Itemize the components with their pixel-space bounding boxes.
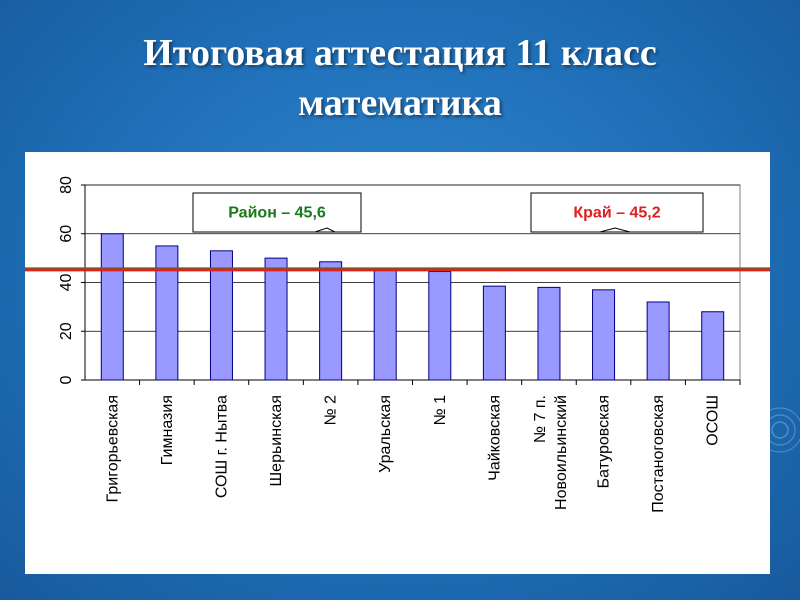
bar <box>319 261 343 381</box>
x-tick-label: Гимназия <box>159 395 176 465</box>
district-callout-box <box>192 192 362 233</box>
x-tick-label: № 2 <box>323 395 340 426</box>
region-callout-box <box>530 192 704 233</box>
chart-panel: 0 20 40 60 80 Григорьевская Гимназия СОШ г. Ныт… <box>25 152 770 574</box>
slide-title-line1: Итоговая аттестация 11 класс <box>143 32 657 74</box>
x-tick-label: № 1 <box>432 395 449 426</box>
x-tick-label: Чайковская <box>486 395 503 481</box>
x-tick-label: Уральская <box>377 395 394 473</box>
region-callout-label: Край – 45,2 <box>573 205 660 222</box>
district-callout-pointer <box>314 227 336 233</box>
y-tick-label: 40 <box>58 274 75 292</box>
x-tick-label: Григорьевская <box>104 395 121 502</box>
x-tick-label: Батуровская <box>596 395 613 488</box>
bar <box>264 257 288 381</box>
slide-title: Итоговая аттестация 11 класс математика <box>0 28 800 128</box>
y-tick-label: 0 <box>58 375 75 384</box>
x-tick-label: № 7 п. Новоильинский <box>532 395 570 510</box>
bar <box>155 245 179 381</box>
district-callout-label: Район – 45,6 <box>228 205 326 222</box>
bar <box>482 285 506 381</box>
bar <box>428 271 452 381</box>
bar <box>209 250 233 381</box>
y-tick-label: 80 <box>58 176 75 194</box>
x-tick-label: Шерьинская <box>268 395 285 486</box>
x-tick-label: ОСОШ <box>705 395 722 446</box>
bar <box>592 289 616 381</box>
decorative-swirl-icon <box>757 407 800 453</box>
bar <box>100 233 124 381</box>
y-tick-label: 60 <box>58 225 75 243</box>
slide-title-line2: математика <box>298 82 502 124</box>
bar <box>646 301 670 381</box>
x-tick-label: СОШ г. Нытва <box>213 395 230 498</box>
bar <box>537 286 561 381</box>
x-tick-label: Постаноговская <box>650 395 667 513</box>
region-callout-pointer <box>599 227 631 233</box>
bar <box>373 268 397 381</box>
bar <box>701 311 725 381</box>
bar-chart: 0 20 40 60 80 Григорьевская Гимназия СОШ г. Ныт… <box>25 176 770 513</box>
y-tick-label: 20 <box>58 322 75 340</box>
